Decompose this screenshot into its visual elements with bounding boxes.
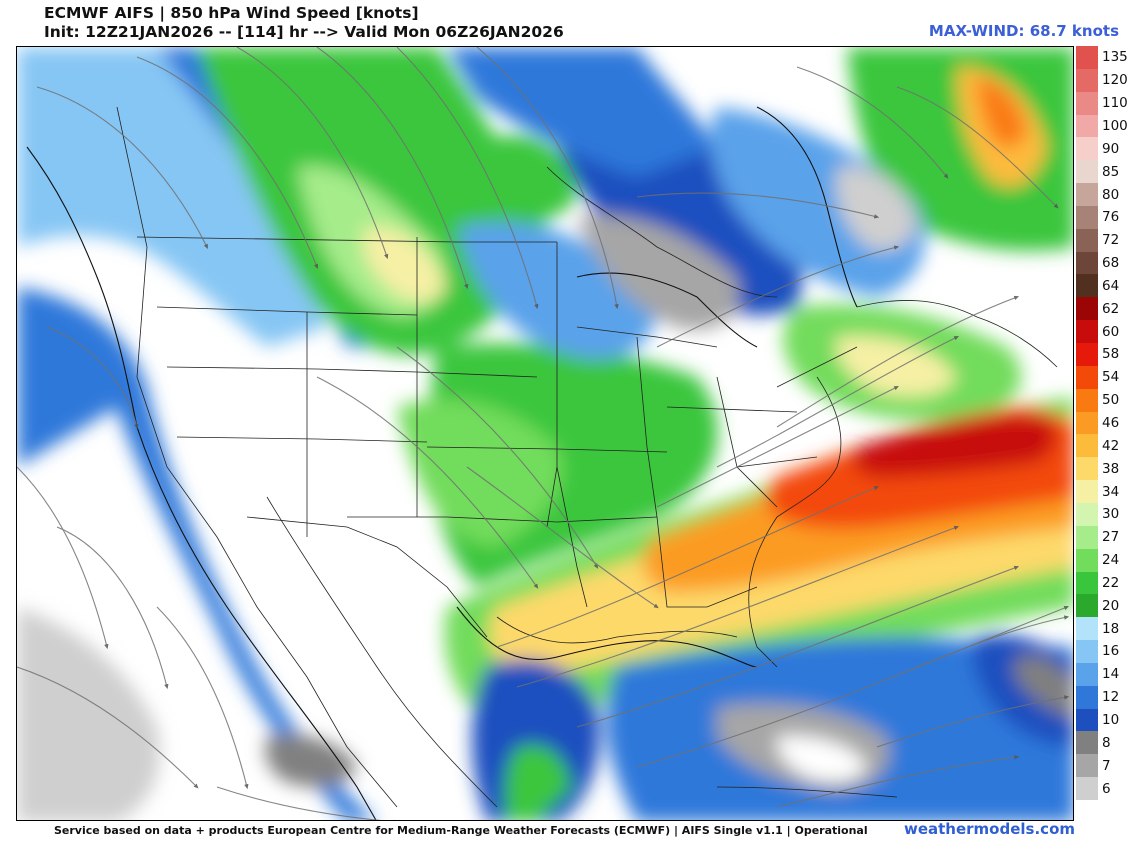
- colorbar-swatch: [1076, 46, 1098, 69]
- colorbar-tick-label: 22: [1102, 574, 1120, 591]
- colorbar-swatch: [1076, 525, 1098, 549]
- colorbar-swatch: [1076, 183, 1098, 207]
- colorbar-tick-label: 6: [1102, 780, 1111, 797]
- colorbar-swatch: [1076, 480, 1098, 504]
- data-credit: Service based on data + products Europea…: [54, 824, 868, 837]
- colorbar-tick-label: 14: [1102, 666, 1120, 683]
- colorbar-tick-label: 60: [1102, 323, 1120, 340]
- colorbar-swatch: [1076, 365, 1098, 389]
- colorbar-swatch: [1076, 388, 1098, 412]
- colorbar-swatch: [1076, 114, 1098, 138]
- colorbar-tick-label: 54: [1102, 369, 1120, 386]
- colorbar-tick-label: 85: [1102, 163, 1120, 180]
- colorbar-swatch: [1076, 343, 1098, 367]
- colorbar-tick-label: 7: [1102, 757, 1111, 774]
- colorbar-tick-label: 18: [1102, 620, 1120, 637]
- colorbar-tick-label: 46: [1102, 415, 1120, 431]
- colorbar-tick-label: 38: [1102, 460, 1120, 477]
- colorbar-tick-label: 42: [1102, 437, 1120, 454]
- colorbar-swatch: [1076, 548, 1098, 572]
- colorbar-tick-label: 20: [1102, 597, 1120, 614]
- max-wind-label: MAX-WIND: 68.7 knots: [928, 22, 1119, 40]
- colorbar-swatch: [1076, 594, 1098, 618]
- colorbar-swatch: [1076, 297, 1098, 321]
- wind-speed-colorbar: [1076, 46, 1098, 801]
- colorbar-tick-label: 90: [1102, 140, 1120, 157]
- colorbar-tick-label: 76: [1102, 209, 1120, 226]
- colorbar-swatch: [1076, 662, 1098, 686]
- colorbar-swatch: [1076, 685, 1098, 709]
- colorbar-swatch: [1076, 160, 1098, 184]
- colorbar-tick-label: 135: [1102, 49, 1128, 66]
- colorbar-swatch: [1076, 731, 1098, 755]
- title-line-2: Init: 12Z21JAN2026 -- [114] hr --> Valid…: [44, 23, 564, 41]
- colorbar-tick-label: 64: [1102, 277, 1120, 294]
- colorbar-tick-label: 27: [1102, 529, 1120, 546]
- colorbar-swatch: [1076, 434, 1098, 458]
- colorbar-swatch: [1076, 640, 1098, 664]
- colorbar-swatch: [1076, 274, 1098, 298]
- colorbar-tick-label: 68: [1102, 255, 1120, 272]
- colorbar-swatch: [1076, 457, 1098, 481]
- colorbar-tick-label: 58: [1102, 346, 1120, 363]
- colorbar-tick-label: 10: [1102, 712, 1120, 729]
- colorbar-swatch: [1076, 502, 1098, 526]
- colorbar-tick-label: 110: [1102, 95, 1128, 112]
- wind-speed-map[interactable]: [16, 46, 1074, 821]
- colorbar-tick-label: 30: [1102, 506, 1120, 523]
- colorbar-tick-label: 100: [1102, 117, 1128, 134]
- colorbar-tick-label: 62: [1102, 300, 1120, 317]
- colorbar-swatch: [1076, 411, 1098, 435]
- colorbar-swatch: [1076, 320, 1098, 344]
- colorbar-swatch: [1076, 617, 1098, 641]
- brand-link[interactable]: weathermodels.com: [903, 820, 1075, 838]
- colorbar-tick-label: 120: [1102, 72, 1128, 89]
- coastlines: [26, 106, 858, 820]
- colorbar-tick-label: 16: [1102, 643, 1120, 660]
- colorbar-swatch: [1076, 205, 1098, 229]
- colorbar-tick-label: 12: [1102, 689, 1120, 706]
- colorbar-swatch: [1076, 68, 1098, 92]
- colorbar-swatch: [1076, 228, 1098, 252]
- colorbar-tick-label: 80: [1102, 186, 1120, 203]
- colorbar-swatch: [1076, 251, 1098, 275]
- colorbar-swatch: [1076, 754, 1098, 778]
- colorbar-tick-label: 24: [1102, 552, 1120, 569]
- state-boundaries: [116, 106, 1058, 808]
- colorbar-swatch: [1076, 91, 1098, 115]
- streamlines: [17, 47, 1070, 820]
- title-line-1: ECMWF AIFS | 850 hPa Wind Speed [knots]: [44, 4, 419, 22]
- colorbar-tick-label: 50: [1102, 392, 1120, 409]
- chart-title: ECMWF AIFS | 850 hPa Wind Speed [knots] …: [44, 4, 564, 42]
- colorbar-tick-label: 8: [1102, 734, 1111, 751]
- colorbar-swatch: [1076, 571, 1098, 595]
- wind-speed-shading: [17, 47, 1073, 820]
- colorbar-swatch: [1076, 137, 1098, 161]
- colorbar-tick-label: 72: [1102, 232, 1120, 249]
- colorbar-swatch: [1076, 708, 1098, 732]
- colorbar-tick-label: 34: [1102, 483, 1120, 500]
- colorbar-swatch: [1076, 777, 1098, 801]
